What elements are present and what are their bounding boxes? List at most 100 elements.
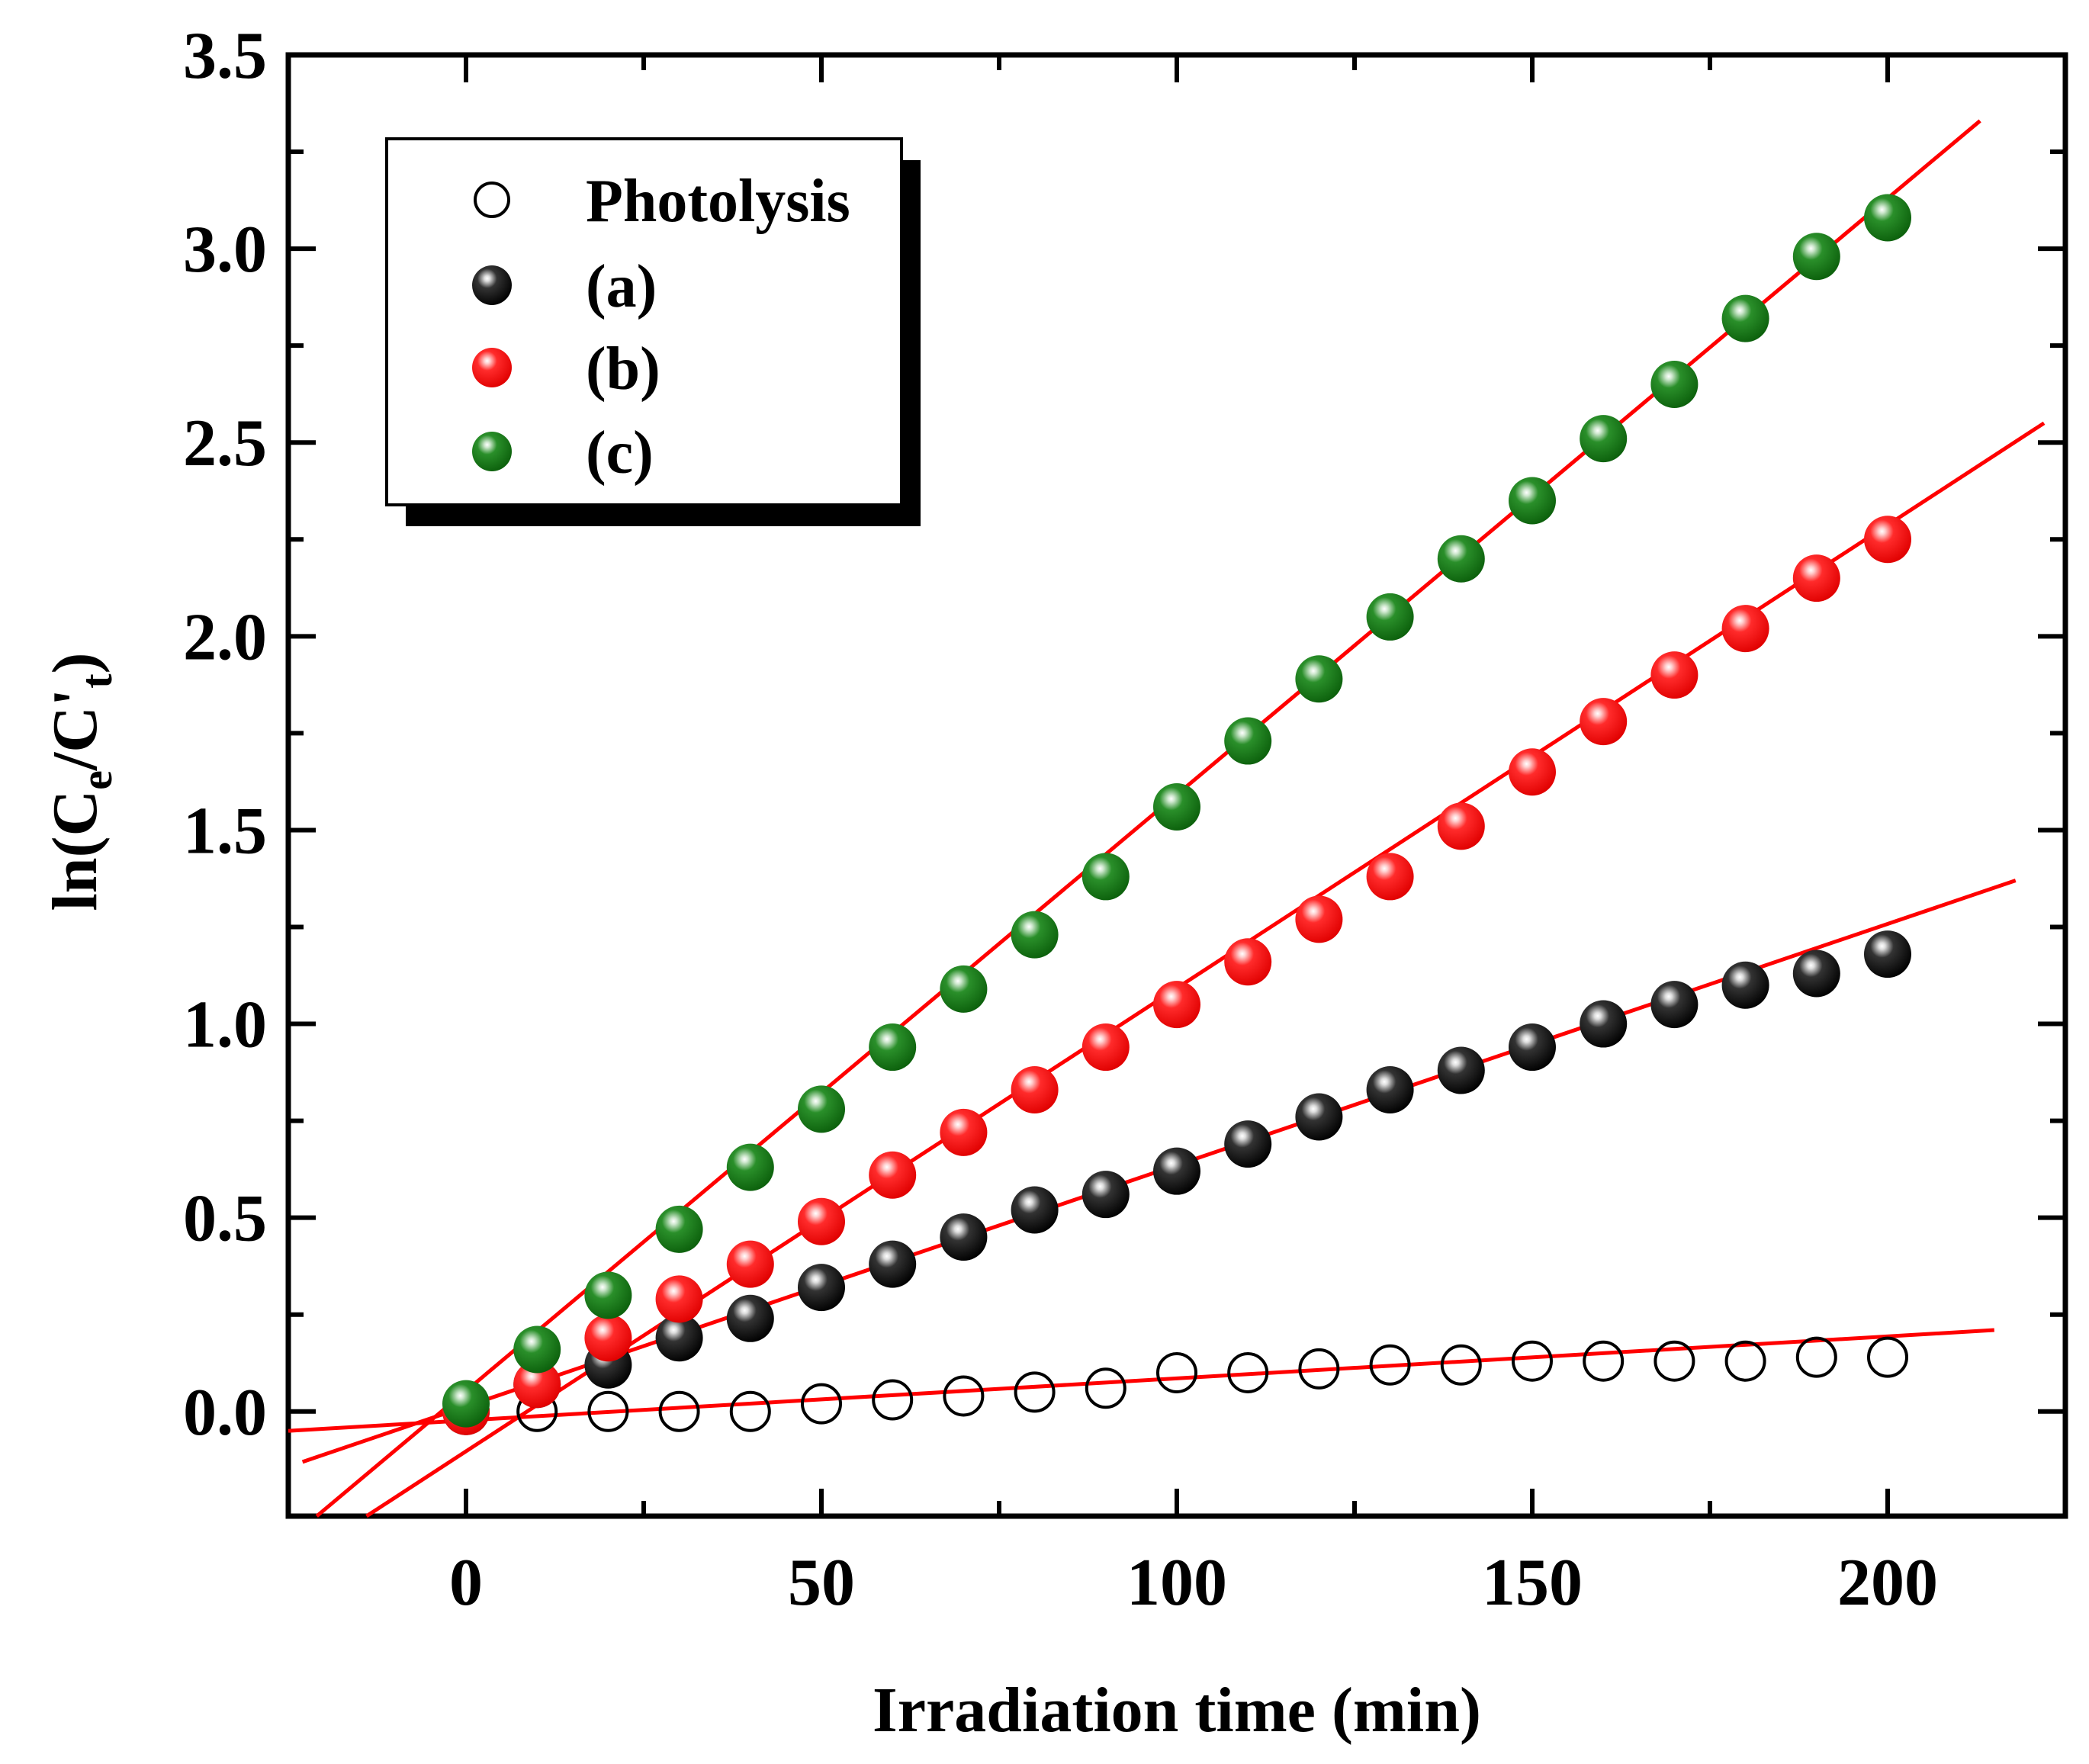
- legend-label-c: (c): [586, 419, 654, 487]
- data-point: [1867, 1336, 1908, 1378]
- legend-label-photolysis: Photolysis: [586, 168, 850, 235]
- data-point: [1156, 1351, 1197, 1393]
- x-tick-label: 150: [1482, 1546, 1583, 1620]
- data-point: [655, 1275, 703, 1323]
- data-point: [1864, 930, 1911, 978]
- data-point: [798, 1264, 845, 1312]
- y-tick-label: 2.5: [183, 406, 267, 480]
- data-point: [1224, 717, 1272, 765]
- data-point: [1792, 233, 1840, 281]
- data-point: [729, 1390, 771, 1432]
- data-point: [1509, 477, 1556, 525]
- axis-ticks: [286, 53, 2068, 1516]
- y-tick-label: 1.0: [183, 988, 267, 1062]
- data-point: [1085, 1367, 1126, 1409]
- data-point: [587, 1390, 629, 1432]
- data-point: [655, 1205, 703, 1253]
- data-point: [869, 1240, 917, 1288]
- data-point: [1795, 1336, 1837, 1378]
- y-tick-label: 0.5: [183, 1182, 267, 1256]
- fit-line-2: [365, 421, 2046, 1518]
- data-point: [801, 1383, 842, 1425]
- data-point: [1011, 1065, 1059, 1113]
- y-tick-label: 2.0: [183, 600, 267, 674]
- data-point: [1153, 1147, 1200, 1195]
- data-point: [1580, 415, 1628, 463]
- data-point: [1366, 593, 1414, 641]
- data-point: [1792, 554, 1840, 602]
- data-point: [1295, 1093, 1343, 1141]
- data-point: [1224, 938, 1272, 986]
- data-point: [869, 1023, 917, 1072]
- data-point: [1724, 1340, 1766, 1382]
- data-point: [726, 1240, 774, 1288]
- data-point: [442, 1380, 490, 1428]
- data-point: [1011, 911, 1059, 959]
- y-axis-title: ln(Ce/C't): [40, 652, 121, 911]
- data-point: [1298, 1348, 1340, 1390]
- data-point: [1721, 605, 1769, 653]
- data-point: [869, 1151, 917, 1199]
- data-point: [943, 1375, 985, 1417]
- data-point: [1583, 1340, 1625, 1382]
- data-point: [1580, 698, 1628, 746]
- data-point: [1011, 1186, 1059, 1234]
- data-point: [940, 1213, 988, 1261]
- data-point: [1650, 360, 1699, 408]
- data-point: [1081, 1023, 1130, 1072]
- data-point: [1437, 802, 1485, 850]
- data-point: [1081, 1171, 1130, 1219]
- data-point: [1081, 853, 1130, 901]
- data-point: [1224, 1120, 1272, 1168]
- tick-labels: 0 50 100 150 200 0.0 0.5 1.0 1.5 2.0 2.5 3.0 3.5: [183, 19, 1938, 1620]
- data-point: [1153, 782, 1200, 831]
- data-point: [1864, 194, 1911, 242]
- legend-marker-photolysis: [474, 182, 510, 218]
- data-point: [584, 1271, 632, 1319]
- x-tick-label: 100: [1126, 1546, 1227, 1620]
- data-point: [726, 1143, 774, 1191]
- x-axis-title: Irradiation time (min): [873, 1675, 1481, 1746]
- y-tick-label: 1.5: [183, 794, 267, 868]
- data-points: [442, 194, 1911, 1435]
- data-point: [1792, 949, 1840, 998]
- data-point: [1437, 535, 1485, 583]
- data-point: [513, 1361, 561, 1409]
- legend-marker-a: [472, 265, 512, 305]
- data-point: [1721, 961, 1769, 1009]
- data-point: [1721, 294, 1769, 342]
- data-point: [584, 1314, 632, 1362]
- x-tick-label: 0: [449, 1546, 483, 1620]
- data-point: [1654, 1340, 1695, 1382]
- data-point: [1295, 895, 1343, 943]
- data-point: [1509, 748, 1556, 796]
- legend-marker-b: [472, 348, 512, 387]
- data-point: [1580, 1000, 1628, 1048]
- y-tick-label: 3.5: [183, 19, 267, 93]
- y-tick-label: 0.0: [183, 1376, 267, 1450]
- data-point: [1509, 1023, 1556, 1072]
- data-point: [658, 1390, 700, 1432]
- data-point: [1440, 1344, 1482, 1386]
- data-point: [1295, 655, 1343, 703]
- data-point: [940, 965, 988, 1013]
- data-point: [1650, 981, 1699, 1029]
- data-point: [1512, 1340, 1553, 1382]
- data-point: [726, 1294, 774, 1342]
- legend-label-a: (a): [586, 253, 657, 320]
- data-point: [872, 1379, 914, 1421]
- legend-marker-c: [472, 432, 512, 471]
- data-point: [1366, 853, 1414, 901]
- x-tick-label: 200: [1837, 1546, 1938, 1620]
- data-point: [1864, 516, 1911, 564]
- legend-box: [385, 137, 903, 506]
- data-point: [798, 1085, 845, 1133]
- x-tick-label: 50: [788, 1546, 855, 1620]
- data-point: [1014, 1371, 1056, 1413]
- fit-line-0: [288, 1328, 1994, 1433]
- legend: Photolysis (a) (b) (c): [385, 137, 921, 526]
- data-point: [1437, 1046, 1485, 1094]
- data-point: [1366, 1065, 1414, 1113]
- legend-label-b: (b): [586, 336, 660, 403]
